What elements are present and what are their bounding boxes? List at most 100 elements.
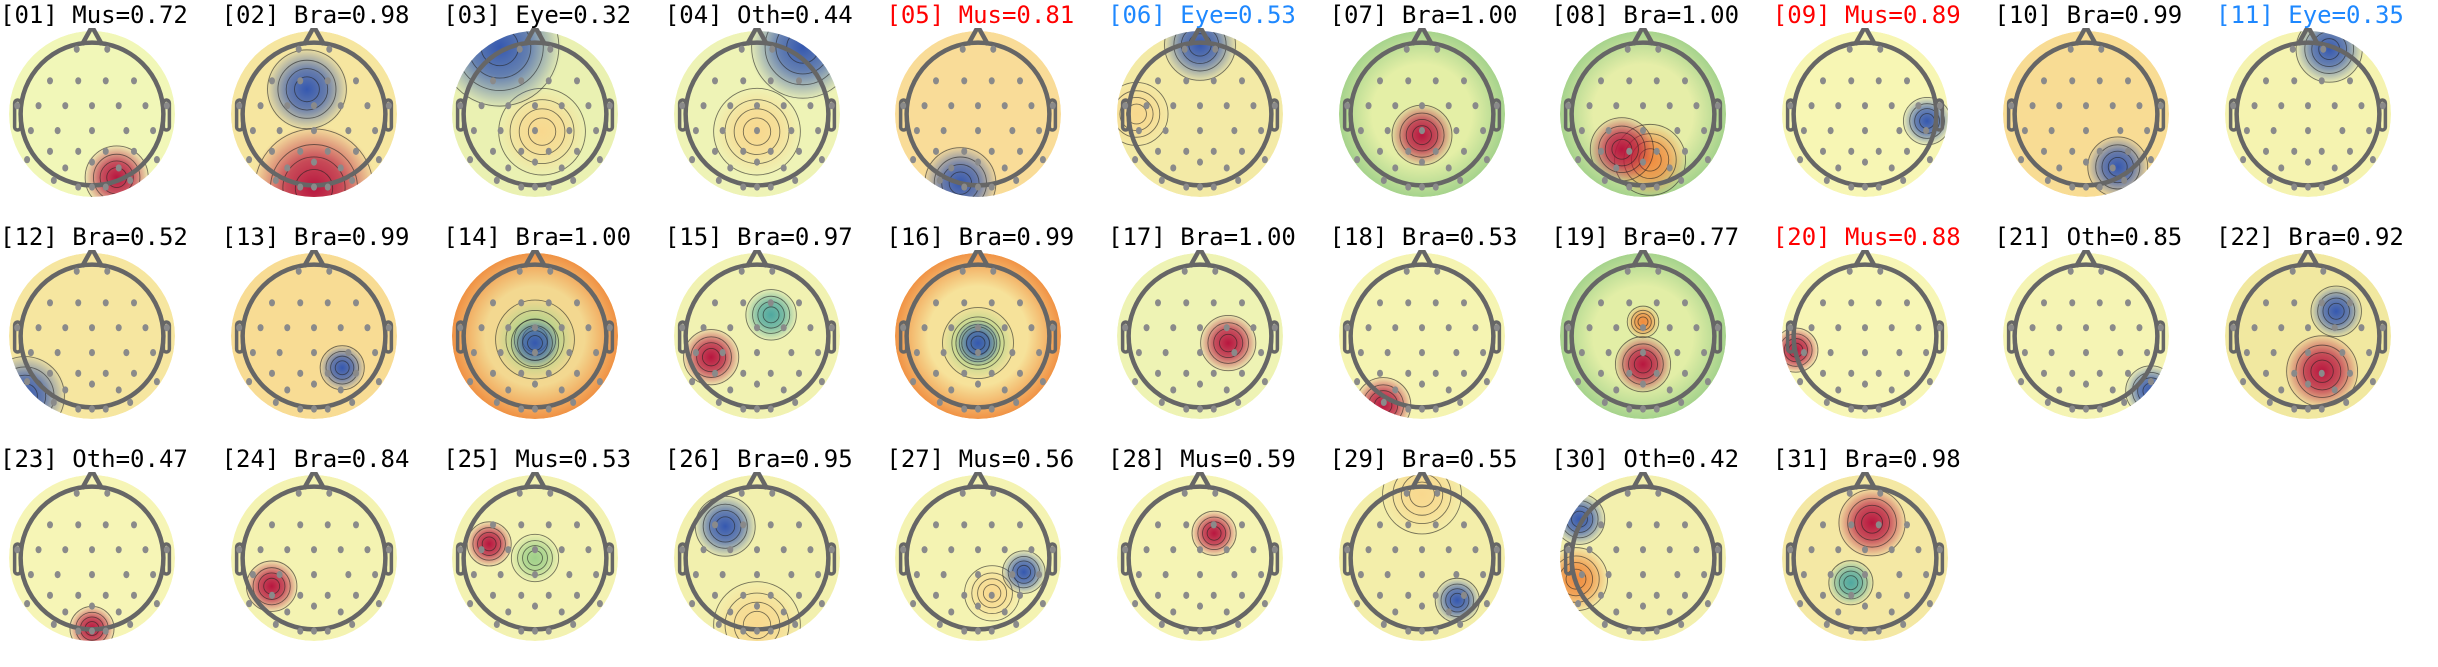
nose-icon bbox=[301, 28, 326, 46]
electrode-marker bbox=[607, 546, 614, 554]
electrode-marker bbox=[814, 349, 821, 357]
electrode-marker bbox=[1432, 405, 1439, 413]
ear-icon bbox=[2228, 98, 2239, 132]
electrode-marker bbox=[1197, 405, 1203, 413]
electrode-marker bbox=[1445, 164, 1452, 172]
electrode-marker bbox=[1155, 369, 1162, 377]
electrode-marker bbox=[692, 571, 699, 579]
electrode-marker bbox=[1605, 349, 1612, 357]
nose-icon bbox=[301, 472, 326, 490]
scalp-background bbox=[1781, 253, 1948, 419]
electrode-marker bbox=[1786, 324, 1793, 332]
electrode-marker bbox=[24, 156, 31, 164]
electrode-marker bbox=[788, 349, 795, 357]
electrode-marker bbox=[1888, 386, 1895, 394]
electrode-marker bbox=[24, 378, 31, 386]
electrode-marker bbox=[371, 127, 378, 135]
electrode-marker bbox=[1170, 102, 1177, 110]
contour-line bbox=[742, 117, 771, 146]
electrode-marker bbox=[1223, 164, 1230, 172]
electrode-marker bbox=[1238, 77, 1245, 85]
component-title: [08] Bra=1.00 bbox=[1551, 1, 1740, 29]
electrode-marker bbox=[14, 324, 21, 332]
contour-line bbox=[1411, 125, 1432, 146]
electrode-marker bbox=[1613, 386, 1620, 394]
electrode-marker bbox=[75, 77, 82, 85]
electrode-marker bbox=[1404, 521, 1411, 529]
contour-line bbox=[1843, 575, 1859, 591]
electrode-marker bbox=[1827, 127, 1834, 135]
electrode-marker bbox=[249, 127, 256, 135]
electrode-marker bbox=[2366, 349, 2373, 357]
electrode-marker bbox=[490, 591, 497, 599]
electrode-marker bbox=[1028, 324, 1035, 332]
electrode-marker bbox=[249, 349, 256, 357]
electrode-marker bbox=[989, 183, 996, 191]
electrode-marker bbox=[352, 299, 359, 307]
electrode-marker bbox=[2339, 349, 2346, 357]
ear-icon bbox=[161, 542, 172, 576]
electrode-marker bbox=[1158, 398, 1165, 406]
ear-icon bbox=[2007, 320, 2017, 354]
electrode-marker bbox=[2069, 77, 2076, 85]
electrode-marker bbox=[268, 77, 275, 85]
component-title: [19] Bra=0.77 bbox=[1551, 223, 1740, 251]
contour-line bbox=[1560, 562, 1594, 597]
component-title: [17] Bra=1.00 bbox=[1108, 223, 1296, 251]
electrode-marker bbox=[1861, 405, 1868, 413]
electrode-marker bbox=[2097, 183, 2104, 191]
electrode-marker bbox=[2041, 369, 2048, 377]
electrode-marker bbox=[818, 600, 825, 608]
electrode-marker bbox=[678, 546, 685, 554]
electrode-marker bbox=[89, 546, 95, 554]
electrode-marker bbox=[2097, 77, 2104, 85]
nose-icon bbox=[1852, 28, 1877, 46]
electrode-marker bbox=[791, 398, 798, 406]
electrode-marker bbox=[1231, 127, 1238, 135]
electrode-marker bbox=[1210, 183, 1217, 191]
electrode-marker bbox=[1598, 369, 1605, 377]
electrode-marker bbox=[2278, 324, 2285, 332]
electrode-marker bbox=[2251, 102, 2258, 110]
electrode-marker bbox=[2110, 164, 2117, 172]
electrode-marker bbox=[1183, 183, 1190, 191]
electrode-marker bbox=[2291, 77, 2298, 85]
electrode-marker bbox=[948, 608, 955, 616]
electrode-marker bbox=[1271, 102, 1278, 110]
electrode-marker bbox=[1210, 77, 1217, 85]
electrode-marker bbox=[2083, 158, 2090, 166]
nose-icon bbox=[1409, 250, 1434, 268]
electrode-marker bbox=[1002, 102, 1009, 110]
electrode-marker bbox=[921, 324, 928, 332]
electrode-marker bbox=[1197, 127, 1203, 135]
electrode-marker bbox=[150, 349, 157, 357]
electrode-marker bbox=[75, 147, 82, 155]
electrode-marker bbox=[1170, 386, 1177, 394]
electrode-marker bbox=[163, 324, 170, 332]
component-title: [12] Bra=0.52 bbox=[0, 223, 188, 251]
electrode-marker bbox=[2069, 183, 2076, 191]
electrode-marker bbox=[566, 571, 573, 579]
component-topomap: [08] Bra=1.00 bbox=[1551, 0, 1773, 222]
ear-icon bbox=[1564, 320, 1574, 354]
electrode-marker bbox=[344, 127, 351, 135]
electrode-marker bbox=[1579, 571, 1586, 579]
electrode-marker bbox=[1122, 546, 1129, 554]
electrode-marker bbox=[795, 591, 802, 599]
electrode-marker bbox=[1624, 489, 1631, 497]
electrode-marker bbox=[1122, 102, 1129, 110]
electrode-marker bbox=[1715, 324, 1722, 332]
electrode-marker bbox=[310, 158, 317, 166]
electrode-marker bbox=[516, 45, 523, 53]
ear-icon bbox=[1564, 542, 1574, 576]
electrode-marker bbox=[1808, 102, 1815, 110]
electrode-marker bbox=[478, 324, 485, 332]
electrode-marker bbox=[1472, 102, 1479, 110]
electrode-marker bbox=[1271, 546, 1278, 554]
electrode-marker bbox=[2069, 405, 2076, 413]
electrode-marker bbox=[102, 591, 109, 599]
electrode-marker bbox=[1013, 176, 1020, 184]
electrode-marker bbox=[990, 489, 997, 497]
electrode-marker bbox=[1479, 571, 1486, 579]
electrode-marker bbox=[2121, 176, 2128, 184]
